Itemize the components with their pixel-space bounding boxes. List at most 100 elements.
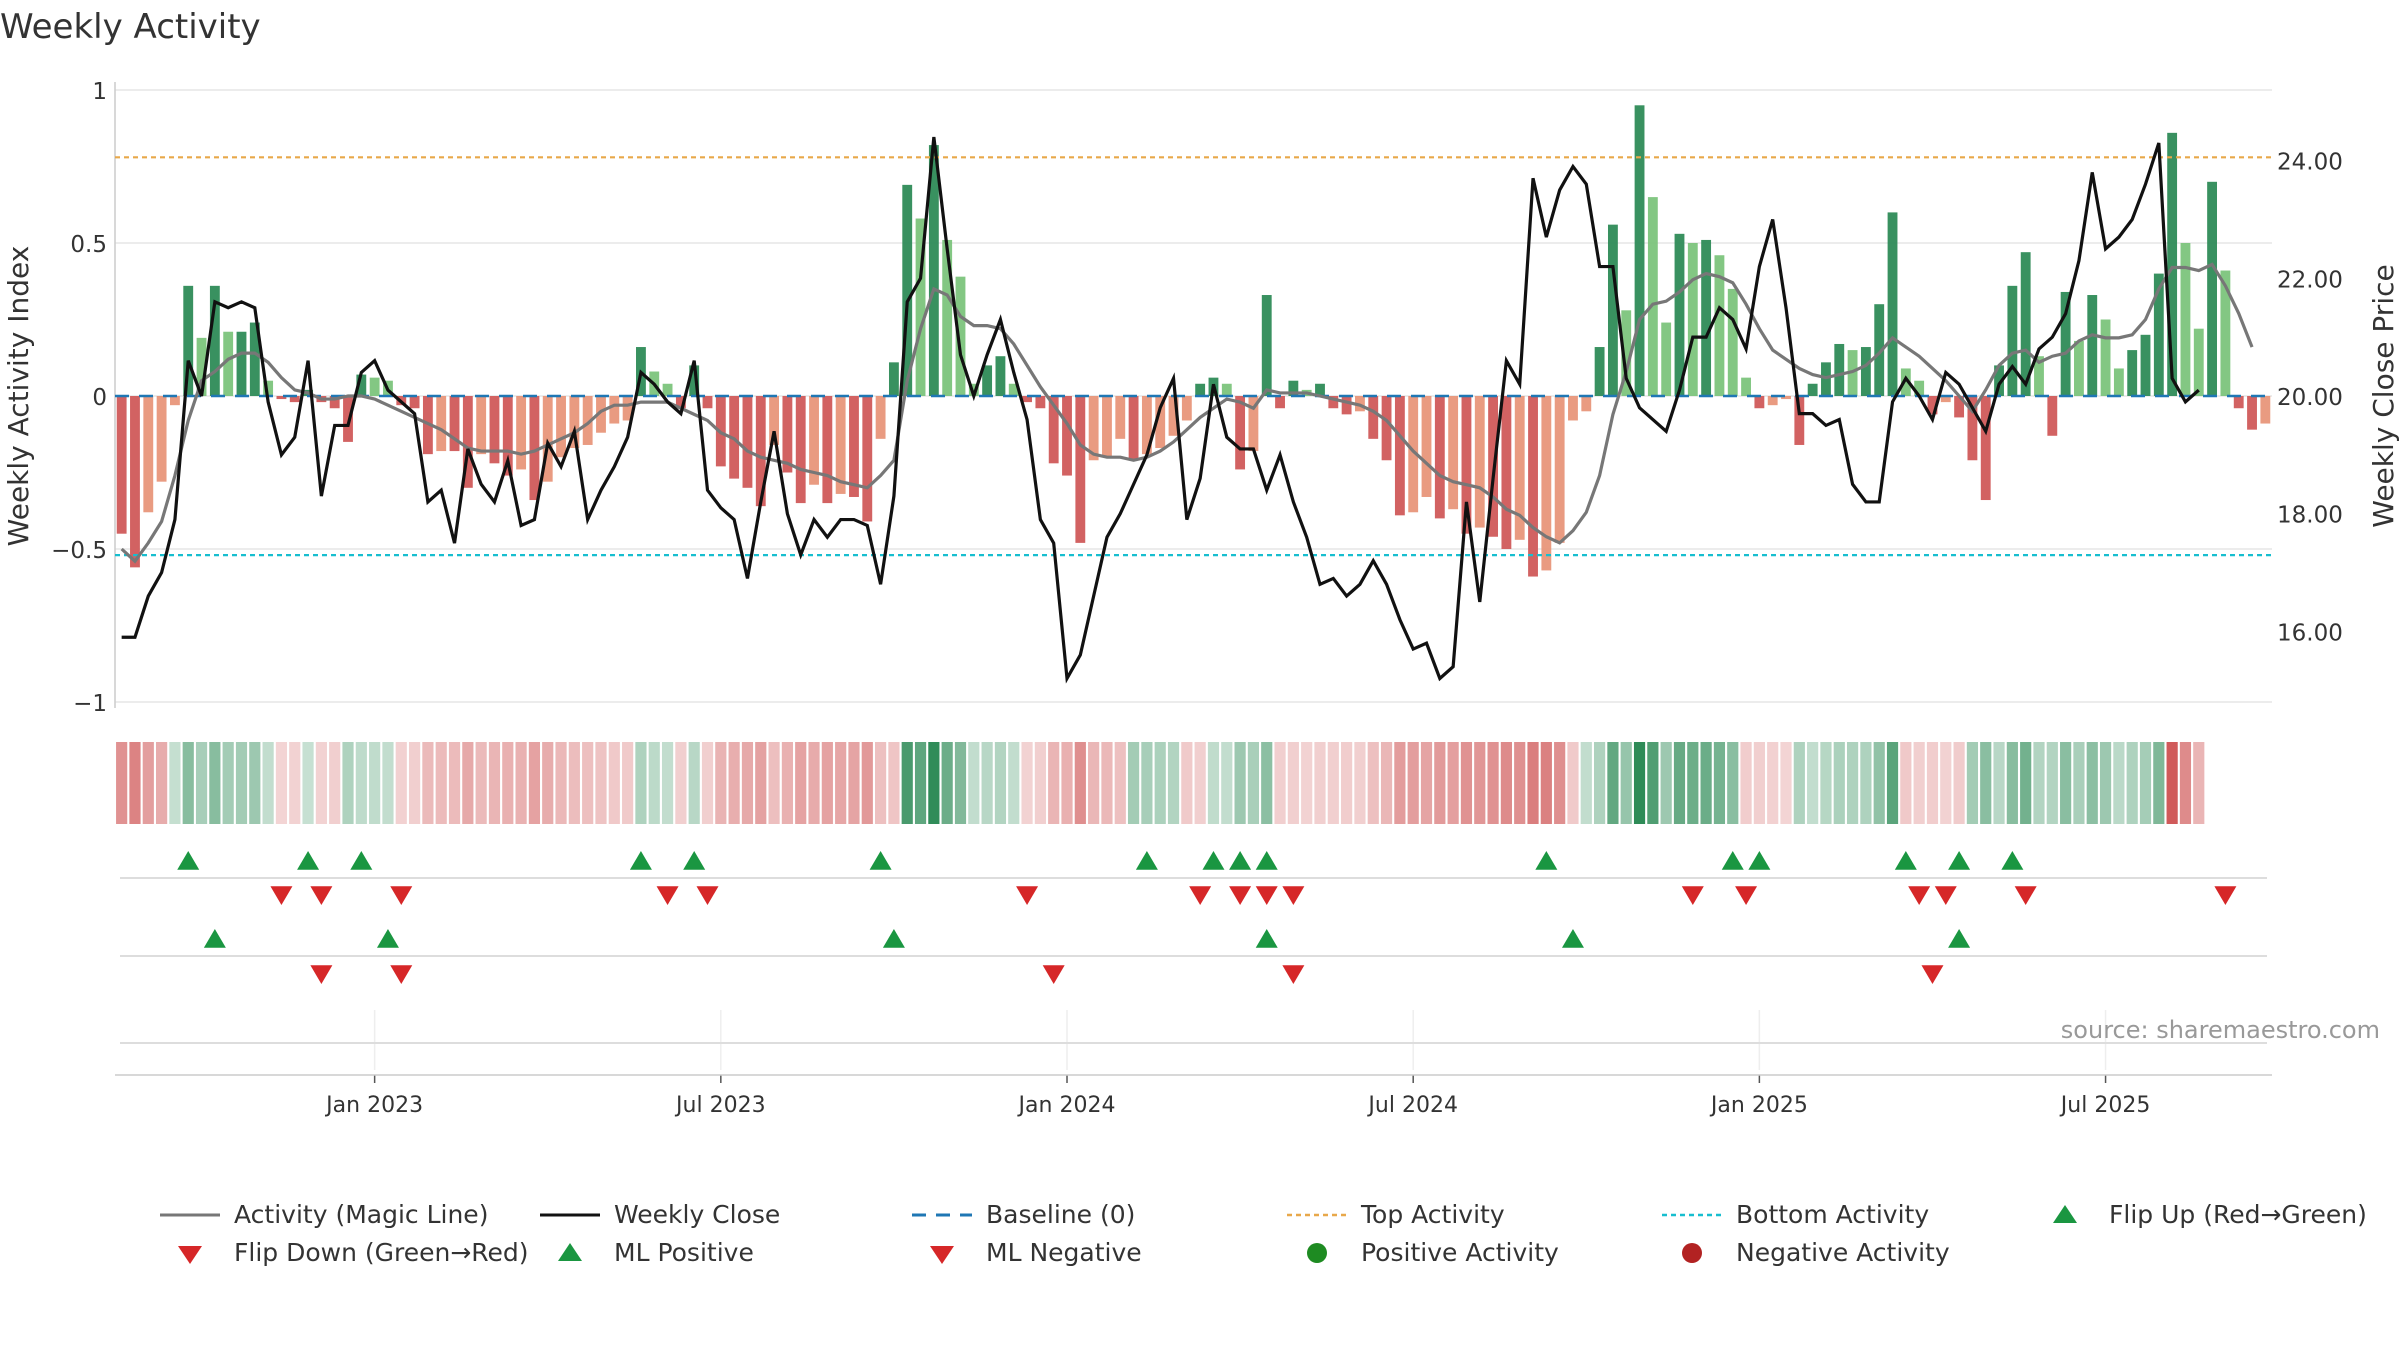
color-strip-cell [2006, 742, 2018, 824]
activity-bar [2260, 396, 2271, 424]
color-strip-cell [1713, 742, 1726, 824]
activity-bar [1568, 396, 1578, 421]
activity-bar [2047, 396, 2058, 436]
color-strip-cell [1820, 742, 1832, 824]
legend-label-top-activity: Top Activity [1361, 1200, 1505, 1229]
flip-up-marker [350, 851, 373, 870]
activity-bar [263, 380, 274, 396]
activity-bar [289, 396, 300, 403]
color-strip-cell [1101, 742, 1113, 824]
color-strip-cell [1048, 742, 1060, 824]
color-strip-cell [1514, 742, 1526, 824]
legend-label-bottom-activity: Bottom Activity [1736, 1200, 1930, 1229]
ml-positive-marker [376, 929, 399, 948]
y-right-tick-label: 24.00 [2277, 150, 2343, 176]
activity-bar [809, 396, 819, 485]
activity-bar [1781, 396, 1791, 400]
activity-bar [2087, 295, 2098, 396]
activity-bar [2060, 291, 2071, 396]
color-strip-cell [848, 742, 860, 824]
legend-item-negative-activity: Negative Activity [1662, 1238, 1950, 1267]
color-strip-cell [1980, 742, 1992, 824]
activity-bar [1048, 396, 1059, 464]
color-strip-cell [1141, 742, 1153, 824]
activity-bar [609, 396, 620, 424]
x-tick-label: Jan 2023 [324, 1093, 423, 1118]
flip-down-marker [310, 886, 333, 905]
y-tick-label: 0.5 [70, 232, 107, 258]
color-strip-cell [2099, 742, 2112, 824]
activity-bar [1062, 396, 1072, 476]
color-strip-cell [2179, 742, 2192, 824]
activity-bar [1528, 396, 1538, 577]
activity-bar [849, 396, 859, 497]
legend-label-positive-activity: Positive Activity [1361, 1238, 1559, 1267]
color-strip-cell [2033, 742, 2045, 824]
color-strip-cell [1807, 742, 1819, 824]
color-strip-cell [275, 742, 288, 824]
color-strip-cell [901, 742, 913, 824]
y-right-tick-label: 20.00 [2277, 385, 2343, 411]
activity-bar [449, 396, 460, 452]
color-strip-cell [1567, 742, 1579, 824]
y-right-tick-label: 18.00 [2277, 503, 2343, 529]
color-strip-cell [994, 742, 1007, 824]
color-strip-cell [2046, 742, 2058, 824]
color-strip-cell [1607, 742, 1619, 824]
activity-bar [2113, 368, 2124, 396]
color-strip-cell [1633, 742, 1646, 824]
flip-up-marker [1535, 851, 1558, 870]
x-tick-label: Jul 2023 [674, 1093, 766, 1118]
activity-bar [1341, 396, 1352, 415]
flip-down-marker [270, 886, 293, 905]
activity-bar [622, 396, 633, 421]
color-strip-cell [1767, 742, 1779, 824]
activity-bar [782, 396, 793, 473]
activity-bar [1874, 304, 1885, 396]
color-strip-cell [1380, 742, 1393, 824]
color-strip-cell [1873, 742, 1885, 824]
ml-positive-marker [882, 929, 905, 948]
color-strip-cell [1074, 742, 1086, 824]
color-strip-cell [954, 742, 967, 824]
color-strip-cell [1114, 742, 1126, 824]
activity-bar [1408, 396, 1419, 513]
color-strip-cell [661, 742, 674, 824]
legend-item-baseline: Baseline (0) [912, 1200, 1135, 1229]
color-strip-cell [528, 742, 541, 824]
color-strip-cell [2126, 742, 2138, 824]
activity-bar [2153, 273, 2164, 396]
color-strip-cell [302, 742, 314, 824]
color-strip-cell [1647, 742, 1659, 824]
ml-positive-marker [1561, 929, 1584, 948]
activity-bar [249, 322, 260, 396]
color-strip-cell [1900, 742, 1912, 824]
color-strip-cell [648, 742, 660, 824]
color-strip-cell [142, 742, 154, 824]
flip-up-marker [2001, 851, 2024, 870]
activity-bar [489, 396, 500, 464]
color-strip-cell [2060, 742, 2072, 824]
legend-item-ml-positive: ML Positive [540, 1238, 754, 1267]
color-strip-cell [728, 742, 740, 824]
color-strip-cell [1261, 742, 1273, 824]
activity-bar [1621, 310, 1632, 396]
activity-bar [742, 396, 753, 488]
activity-bar [1661, 322, 1672, 396]
activity-bar [2100, 319, 2111, 396]
color-strip-cell [1221, 742, 1233, 824]
flip-down-marker [656, 886, 679, 905]
activity-bar [888, 362, 899, 396]
activity-bar [2167, 132, 2178, 396]
color-strip-cell [435, 742, 447, 824]
activity-bar [1248, 396, 1259, 452]
color-strip-cell [1194, 742, 1206, 824]
color-strip-cell [568, 742, 580, 824]
activity-bar [1967, 396, 1978, 461]
activity-bar [596, 396, 606, 433]
activity-bar [1381, 396, 1392, 461]
color-strip-cell [1287, 742, 1299, 824]
color-strip-cell [289, 742, 301, 824]
color-strip-cell [1793, 742, 1805, 824]
color-strip-cell [768, 742, 780, 824]
